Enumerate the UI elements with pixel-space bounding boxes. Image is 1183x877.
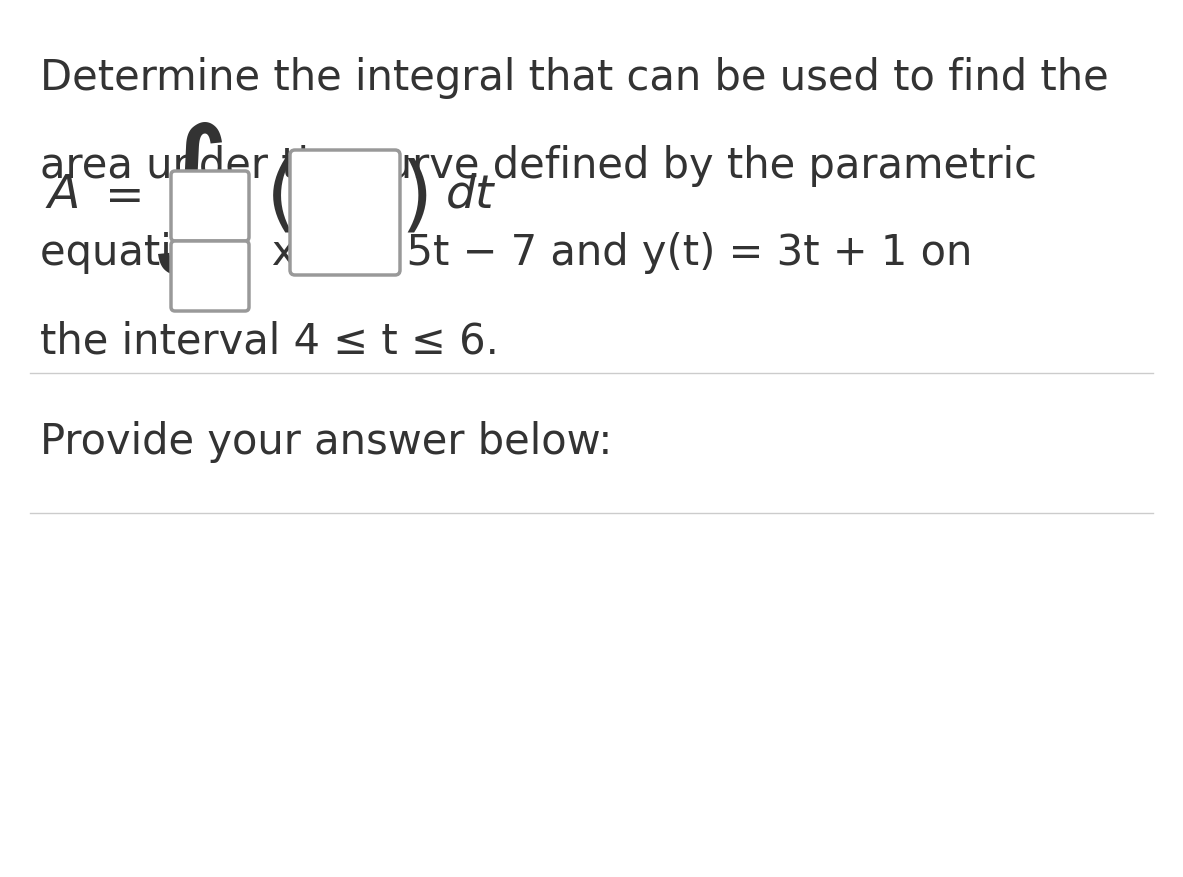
- Text: the interval 4 ≤ t ≤ 6.: the interval 4 ≤ t ≤ 6.: [40, 320, 499, 362]
- Text: $($: $($: [265, 158, 292, 238]
- FancyBboxPatch shape: [172, 171, 248, 241]
- Text: $)$: $)$: [400, 158, 427, 238]
- Text: $\int$: $\int$: [148, 120, 222, 275]
- Text: Provide your answer below:: Provide your answer below:: [40, 421, 613, 463]
- Text: area under the curve defined by the parametric: area under the curve defined by the para…: [40, 145, 1037, 187]
- Text: $\mathit{dt}$: $\mathit{dt}$: [445, 173, 497, 217]
- FancyBboxPatch shape: [172, 241, 248, 311]
- Text: Determine the integral that can be used to find the: Determine the integral that can be used …: [40, 57, 1108, 99]
- Text: $\mathit{A}$: $\mathit{A}$: [45, 173, 78, 217]
- Text: equations  x(t) = 5t − 7 and y(t) = 3t + 1 on: equations x(t) = 5t − 7 and y(t) = 3t + …: [40, 232, 972, 275]
- FancyBboxPatch shape: [290, 150, 400, 275]
- Text: $=$: $=$: [95, 173, 141, 217]
